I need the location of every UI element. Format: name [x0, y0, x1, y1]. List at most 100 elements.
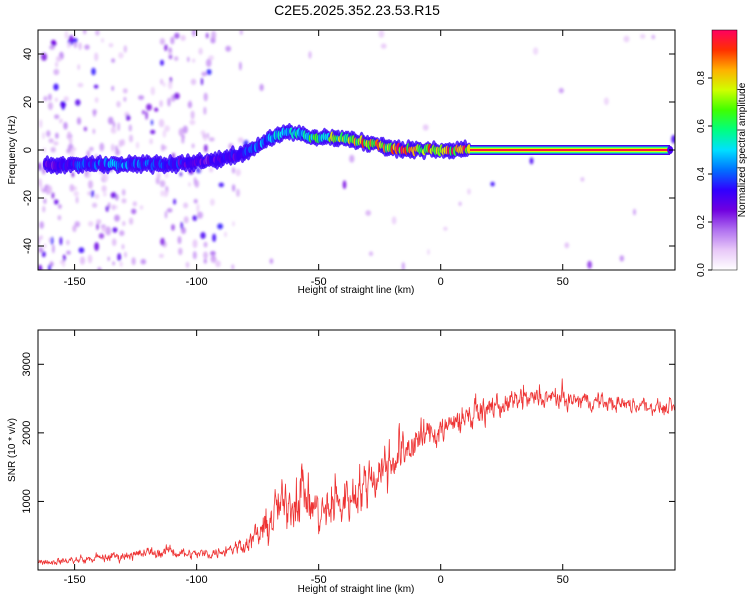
noise-speckle — [90, 190, 95, 198]
noise-speckle — [173, 92, 180, 100]
noise-speckle — [94, 52, 99, 62]
noise-speckle — [131, 257, 136, 266]
noise-speckle — [269, 258, 274, 264]
noise-speckle — [160, 190, 164, 197]
snr-ticks: -150 -100 -50 0 50 1000 2000 3000 — [21, 330, 675, 586]
noise-speckle — [205, 32, 209, 39]
noise-speckle — [181, 136, 185, 144]
noise-speckle — [121, 198, 127, 204]
noise-speckle — [349, 154, 355, 163]
carrier-band-core — [469, 149, 671, 151]
noise-speckle — [68, 136, 73, 144]
noise-speckle — [59, 259, 65, 265]
snr-background — [38, 330, 675, 570]
noise-speckle — [640, 33, 646, 39]
noise-speckle — [159, 38, 165, 45]
noise-speckle — [467, 188, 471, 195]
noise-speckle — [105, 205, 109, 212]
snr-y-tick-label: 3000 — [21, 352, 33, 376]
noise-speckle — [72, 38, 78, 43]
snr-x-tick-label: 0 — [438, 574, 444, 586]
noise-speckle — [132, 201, 137, 207]
noise-speckle — [164, 44, 168, 52]
noise-speckle — [112, 261, 115, 266]
noise-speckle — [138, 95, 145, 100]
noise-speckle — [77, 82, 84, 88]
snr-y-tick-label: 1000 — [21, 489, 33, 513]
noise-speckle — [237, 137, 244, 143]
noise-speckle — [39, 235, 43, 240]
noise-speckle — [72, 225, 77, 233]
noise-speckle — [78, 247, 85, 254]
noise-speckle — [87, 254, 93, 264]
noise-speckle — [191, 143, 195, 149]
noise-speckle — [110, 192, 117, 199]
noise-speckle — [179, 172, 183, 177]
spectrogram-x-tick-label: -50 — [311, 276, 327, 288]
noise-speckle — [101, 185, 107, 193]
noise-speckle — [183, 216, 189, 224]
noise-speckle — [401, 262, 405, 270]
noise-speckle — [171, 153, 175, 158]
noise-speckle — [52, 244, 55, 254]
noise-speckle — [38, 178, 42, 187]
noise-speckle — [187, 56, 190, 63]
noise-speckle — [43, 198, 47, 204]
noise-speckle — [173, 56, 179, 61]
noise-speckle — [198, 47, 203, 55]
noise-speckle — [121, 189, 126, 196]
noise-speckle — [189, 119, 196, 125]
noise-speckle — [96, 219, 102, 225]
noise-speckle — [168, 54, 173, 60]
noise-speckle — [112, 227, 118, 233]
colorbar-tick-label: 0.8 — [696, 71, 707, 85]
noise-speckle — [60, 100, 66, 108]
noise-speckle — [190, 78, 197, 86]
chart-title: C2E5.2025.352.23.53.R15 — [274, 2, 440, 18]
noise-speckle — [203, 144, 208, 153]
spectrogram-panel: -150 -100 -50 0 50 -40 -20 0 20 40 Height of stra… — [7, 29, 676, 296]
noise-speckle — [41, 251, 46, 258]
noise-speckle — [217, 223, 224, 230]
noise-speckle — [192, 30, 196, 37]
noise-speckle — [51, 192, 55, 199]
noise-speckle — [164, 210, 168, 219]
noise-speckle — [87, 191, 91, 196]
noise-speckle — [180, 221, 184, 230]
noise-speckle — [59, 236, 63, 246]
spectrogram-y-tick-label: 20 — [22, 96, 34, 108]
noise-speckle — [232, 221, 235, 227]
noise-speckle — [116, 101, 121, 108]
noise-speckle — [42, 147, 47, 153]
noise-speckle — [111, 85, 115, 91]
snr-x-tick-label: 50 — [557, 574, 569, 586]
noise-speckle — [623, 35, 630, 43]
noise-speckle — [192, 251, 197, 260]
noise-speckle — [236, 188, 240, 197]
noise-speckle — [63, 96, 69, 102]
noise-speckle — [53, 68, 60, 76]
noise-speckle — [76, 117, 82, 125]
noise-speckle — [619, 255, 625, 262]
noise-speckle — [42, 205, 46, 213]
noise-speckle — [39, 119, 43, 129]
noise-speckle — [239, 30, 243, 35]
colorbar-tick-label: 0.4 — [696, 167, 707, 181]
noise-speckle — [69, 184, 75, 192]
noise-speckle — [129, 134, 133, 143]
noise-speckle — [120, 139, 125, 146]
noise-speckles — [38, 30, 675, 270]
noise-speckle — [365, 210, 372, 216]
noise-speckle — [119, 261, 123, 267]
noise-speckle — [84, 44, 90, 50]
noise-speckle — [162, 129, 167, 138]
noise-speckle — [53, 141, 59, 146]
noise-speckle — [168, 47, 172, 53]
noise-speckle — [140, 258, 147, 265]
noise-speckle — [50, 147, 56, 153]
noise-speckle — [78, 42, 82, 50]
noise-speckle — [122, 88, 128, 94]
noise-speckle — [651, 34, 656, 40]
noise-speckle — [55, 61, 59, 68]
